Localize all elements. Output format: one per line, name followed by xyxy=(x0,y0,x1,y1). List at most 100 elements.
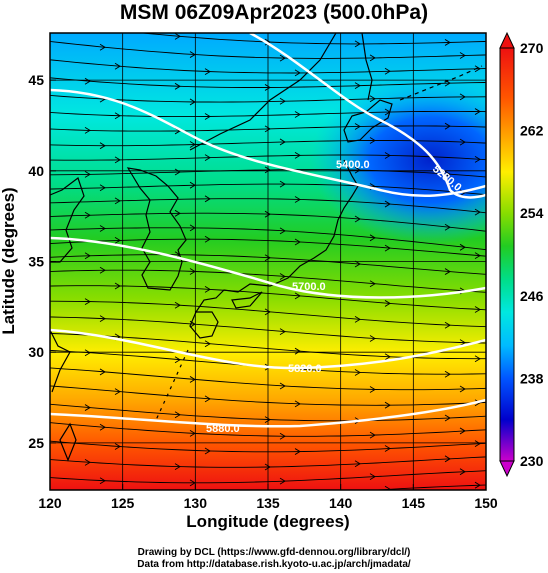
y-tick-label: 25 xyxy=(28,435,44,451)
streamline-arrow xyxy=(354,315,361,323)
streamline-arrow xyxy=(354,40,361,48)
streamline-arrow xyxy=(114,443,121,450)
streamline-arrow xyxy=(369,95,376,103)
streamline-arrow xyxy=(99,43,106,51)
shikoku-coastline xyxy=(231,291,263,309)
streamline-arrow xyxy=(99,184,106,192)
x-tick-label: 130 xyxy=(184,495,208,511)
kyushu-coastline xyxy=(189,311,219,339)
streamline-arrow xyxy=(444,268,451,275)
streamline-arrow xyxy=(279,477,286,485)
streamline-arrow xyxy=(264,125,271,133)
streamline-arrow xyxy=(474,252,481,260)
streamline-arrow xyxy=(459,468,466,476)
streamline-arrow xyxy=(444,39,451,46)
colorbar-bottom-arrow xyxy=(499,460,515,478)
streamline-arrow xyxy=(474,65,481,73)
streamline-arrow xyxy=(459,243,466,251)
credit-dcl: Drawing by DCL (https://www.gfd-dennou.o… xyxy=(137,547,411,558)
x-axis-label: Longitude (degrees) xyxy=(186,512,349,531)
streamline-arrow xyxy=(459,385,466,393)
streamline-arrow xyxy=(384,353,391,361)
streamline-arrow xyxy=(114,237,121,244)
streamline-arrow xyxy=(279,180,286,188)
streamline-arrow xyxy=(264,166,271,174)
streamline-arrow xyxy=(474,155,481,163)
streamline-arrow xyxy=(204,235,211,243)
streamline-arrow xyxy=(204,195,211,203)
streamline-arrow xyxy=(84,211,91,219)
streamline-arrow xyxy=(474,208,481,216)
china-coastline-south xyxy=(50,329,71,393)
streamline-arrow xyxy=(204,68,211,75)
streamline-arrow xyxy=(204,286,211,293)
y-axis-ticks: 25 30 35 40 45 xyxy=(28,72,56,451)
colorbar-label: 254 xyxy=(520,205,544,221)
streamline-arrow xyxy=(459,138,466,146)
streamline-arrow xyxy=(459,339,466,346)
streamline-arrow xyxy=(114,62,121,70)
hokkaido-coastline xyxy=(343,99,393,143)
x-tick-label: 150 xyxy=(474,495,498,511)
colorbar-body xyxy=(499,47,515,462)
streamline-arrow xyxy=(84,170,91,178)
y-axis-label: Latitude (degrees) xyxy=(0,187,18,334)
streamline-arrow xyxy=(459,52,466,59)
x-tick-label: 145 xyxy=(402,495,426,511)
height-contours xyxy=(50,33,486,428)
streamline-arrow xyxy=(114,388,121,395)
streamline-arrow xyxy=(444,455,451,463)
streamline-arrow xyxy=(354,166,361,174)
streamline-arrow xyxy=(174,411,181,419)
streamline-arrow xyxy=(384,445,391,452)
russia-coastline xyxy=(189,33,337,151)
streamline-arrow xyxy=(204,340,211,348)
streamline-arrow xyxy=(369,54,376,62)
streamline-arrow xyxy=(474,481,481,489)
plot-area: 5400.0 5700.0 5820.0 5880.0 5280.0 xyxy=(50,33,486,497)
y-tick-label: 45 xyxy=(28,72,44,88)
streamline-arrow xyxy=(174,168,181,176)
streamline-arrow xyxy=(444,321,451,329)
streamline-arrow xyxy=(474,440,481,447)
streamline-arrow xyxy=(369,234,376,242)
streamline-arrow xyxy=(264,308,271,316)
colorbar: 270 262 254 246 238 230 xyxy=(499,31,544,478)
streamline-arrow xyxy=(204,395,211,403)
streamline-arrow xyxy=(99,423,106,431)
streamline-arrow xyxy=(99,477,106,485)
streamline-arrow xyxy=(279,273,286,280)
contour-5940 xyxy=(50,398,486,428)
streamline-arrow xyxy=(369,473,376,480)
streamline-arrow xyxy=(459,93,466,101)
streamline-arrow xyxy=(354,460,361,468)
kuril-islands xyxy=(399,65,483,101)
streamline-arrow xyxy=(204,154,211,162)
streamline-arrow xyxy=(295,491,300,497)
streamline-arrow xyxy=(294,400,301,408)
streamline-arrow xyxy=(99,142,106,150)
streamline-arrow xyxy=(84,252,91,260)
streamline-arrow xyxy=(294,151,301,159)
streamline-arrow xyxy=(354,260,361,268)
colorbar-label: 262 xyxy=(520,123,544,139)
x-tick-label: 135 xyxy=(256,495,280,511)
streamline-arrow xyxy=(294,238,301,246)
streamline-arrow xyxy=(99,225,106,232)
streamline-arrow xyxy=(84,458,91,466)
streamline-arrow xyxy=(204,447,211,455)
colorbar-label: 230 xyxy=(520,453,544,469)
contour-label-5700: 5700.0 xyxy=(292,281,326,293)
y-tick-label: 30 xyxy=(28,344,44,360)
streamline-arrow xyxy=(369,335,376,342)
streamline-arrow xyxy=(279,382,286,390)
streamline-arrow xyxy=(384,200,391,208)
colorbar-top-arrow xyxy=(499,31,515,49)
contour-label-5400: 5400.0 xyxy=(336,159,370,171)
streamline-arrow xyxy=(279,227,286,235)
y-tick-label: 35 xyxy=(28,254,44,270)
streamline-arrow xyxy=(279,54,286,62)
y-tick-label: 40 xyxy=(28,163,44,179)
streamline-arrow xyxy=(369,137,376,144)
